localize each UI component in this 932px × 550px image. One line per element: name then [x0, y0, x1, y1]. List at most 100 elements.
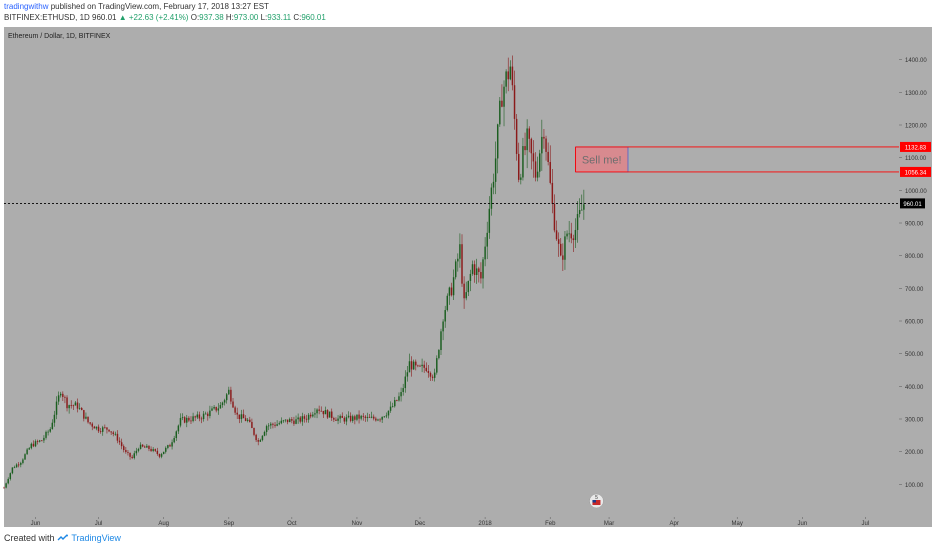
- candle-body: [379, 419, 381, 421]
- candle-body: [377, 419, 379, 421]
- candle-body: [354, 416, 356, 420]
- tradingview-logo-icon: [57, 534, 69, 544]
- candle-body: [30, 443, 33, 449]
- candle-body: [209, 410, 211, 417]
- candle-body: [352, 416, 354, 421]
- candle-body: [215, 406, 217, 411]
- created-with-text: Created with: [4, 533, 55, 543]
- candle-body: [167, 445, 169, 448]
- chart-area[interactable]: Ethereum / Dollar, 1D, BITFINEX 100.00 200…: [0, 27, 932, 527]
- candle-body: [9, 473, 12, 479]
- candle-body: [186, 417, 188, 423]
- tradingview-brand[interactable]: TradingView: [71, 533, 121, 543]
- candle-body: [560, 243, 562, 256]
- candle-body: [53, 414, 56, 423]
- candle-body: [520, 177, 522, 180]
- candle-body: [310, 414, 312, 417]
- candle-body: [316, 409, 318, 414]
- candle-body: [267, 425, 270, 427]
- candle-body: [280, 420, 283, 424]
- candle-body: [307, 414, 310, 420]
- plot-background: [4, 27, 899, 517]
- candle-body: [114, 433, 117, 435]
- candle-body: [543, 136, 545, 139]
- price-chart[interactable]: Ethereum / Dollar, 1D, BITFINEX 100.00 200…: [0, 27, 932, 527]
- author-link[interactable]: tradingwithw: [4, 2, 49, 11]
- candle-body: [251, 421, 253, 429]
- candle-body: [17, 464, 20, 466]
- candle-body: [274, 424, 276, 426]
- price-change: ▲ +22.63 (+2.41%): [118, 13, 189, 22]
- x-tick-label: Jun: [798, 521, 808, 527]
- ohlc-close-label: C:: [293, 13, 302, 22]
- candle-body: [194, 416, 196, 418]
- candle-body: [381, 416, 383, 420]
- candle-body: [349, 415, 352, 421]
- candle-body: [83, 410, 85, 419]
- candle-body: [517, 153, 520, 180]
- candle-body: [551, 182, 554, 204]
- candle-body: [72, 405, 75, 407]
- candle-body: [196, 414, 199, 418]
- candle-body: [576, 214, 579, 230]
- candle-body: [57, 395, 60, 402]
- ohlc-high: 973.00: [233, 13, 259, 22]
- candle-body: [190, 420, 192, 422]
- candle-body: [28, 448, 30, 450]
- ohlc-open-label: O:: [190, 13, 200, 22]
- candle-body: [459, 244, 461, 259]
- x-tick-label: Feb: [545, 521, 556, 527]
- x-tick-label: Dec: [415, 521, 426, 527]
- candle-body: [534, 161, 537, 178]
- candle-body: [11, 467, 14, 474]
- candle-body: [400, 392, 402, 397]
- candle-body: [225, 394, 228, 401]
- candle-body: [425, 367, 428, 371]
- y-tick-label: 1300.00: [905, 91, 927, 97]
- candle-body: [507, 71, 509, 80]
- candle-body: [530, 138, 533, 154]
- candles: [3, 55, 585, 489]
- candle-body: [80, 407, 83, 411]
- candle-body: [270, 423, 272, 426]
- candle-body: [261, 435, 264, 441]
- candle-body: [156, 450, 159, 454]
- candle-body: [387, 410, 390, 416]
- candle-body: [385, 415, 388, 417]
- candle-body: [415, 361, 417, 366]
- ohlc-low-label: L:: [260, 13, 268, 22]
- y-tick-label: 1000.00: [905, 189, 927, 195]
- y-tick-label: 900.00: [905, 222, 924, 228]
- candle-body: [482, 259, 484, 279]
- last-price-tag: 960.01: [903, 202, 922, 208]
- candle-body: [566, 233, 568, 237]
- candle-body: [38, 440, 41, 442]
- candle-body: [469, 273, 472, 281]
- candle-body: [13, 467, 16, 469]
- candle-body: [26, 449, 28, 455]
- candle-body: [137, 448, 140, 451]
- candle-body: [362, 415, 364, 417]
- candle-body: [104, 427, 106, 429]
- price-axis[interactable]: [899, 27, 932, 517]
- candle-body: [188, 417, 190, 421]
- ohlc-high-label: H:: [225, 13, 234, 22]
- candle-body: [7, 478, 9, 484]
- candle-body: [85, 416, 87, 419]
- candle-body: [431, 376, 434, 378]
- candle-body: [539, 153, 541, 172]
- candle-body: [89, 422, 91, 424]
- candle-body: [97, 426, 100, 432]
- candle-body: [427, 370, 430, 373]
- candle-body: [555, 230, 558, 240]
- candle-body: [228, 389, 230, 395]
- time-axis[interactable]: [4, 517, 932, 527]
- candle-body: [257, 440, 259, 442]
- zone-top-price-label: 1132.83: [905, 145, 927, 151]
- candle-body: [402, 388, 404, 393]
- candle-body: [177, 425, 180, 432]
- candle-body: [127, 452, 129, 453]
- candle-body: [93, 426, 96, 429]
- candle-body: [198, 414, 201, 419]
- candle-body: [341, 415, 343, 418]
